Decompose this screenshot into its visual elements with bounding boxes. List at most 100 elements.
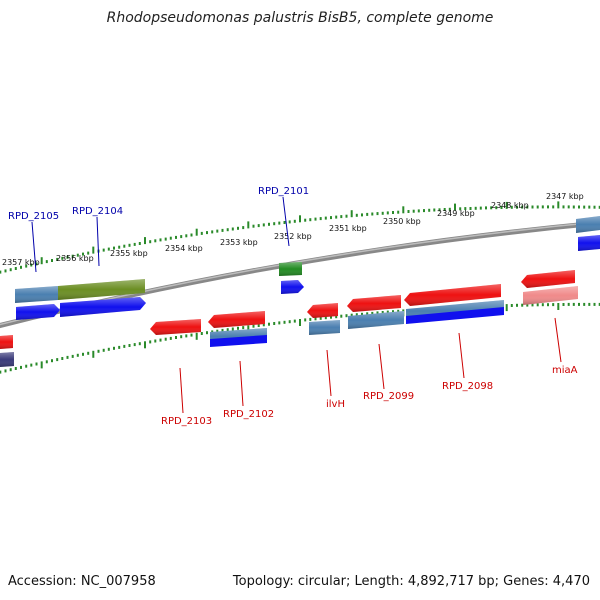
minor-tick (330, 216, 332, 220)
label-rpd-2098[interactable]: RPD_2098 (442, 381, 493, 392)
minor-tick (510, 205, 513, 209)
minor-tick (87, 351, 90, 355)
major-tick (40, 361, 43, 369)
minor-tick (107, 247, 110, 251)
label-rpd-2104[interactable]: RPD_2104 (72, 206, 123, 217)
shading (58, 279, 145, 300)
shading (404, 284, 501, 306)
minor-tick (128, 243, 131, 247)
label-rpd-2105[interactable]: RPD_2105 (8, 211, 59, 222)
minor-tick (180, 335, 183, 339)
gene-rpd-2098-strand[interactable] (406, 307, 504, 324)
tick-label-2354: 2354 kbp (165, 244, 203, 253)
major-tick (144, 341, 146, 349)
minor-tick (20, 365, 22, 369)
tick-label-2347: 2347 kbp (546, 192, 584, 201)
minor-tick (231, 227, 234, 231)
minor-tick (0, 270, 2, 274)
minor-tick (526, 303, 529, 307)
minor-tick (541, 303, 544, 307)
minor-tick (107, 347, 110, 351)
shading (521, 270, 575, 288)
minor-tick (567, 302, 570, 306)
minor-tick (531, 303, 534, 307)
minor-tick (386, 211, 389, 215)
minor-tick (221, 328, 224, 332)
minor-tick (578, 302, 580, 306)
shading (347, 295, 401, 312)
page-title: Rhodopseudomonas palustris BisB5, comple… (106, 10, 494, 26)
label-ilvh[interactable]: ilvH (326, 399, 345, 410)
minor-tick (123, 244, 126, 248)
minor-tick (448, 207, 451, 211)
tick-row-outer (0, 201, 600, 274)
label-rpd-2099[interactable]: RPD_2099 (363, 391, 414, 402)
major-tick (144, 237, 146, 245)
major-tick (402, 206, 405, 214)
minor-tick (35, 362, 38, 366)
minor-tick (76, 253, 79, 257)
minor-tick (304, 218, 307, 222)
minor-tick (252, 224, 255, 228)
major-tick (557, 303, 560, 310)
leader-rpd-2104 (96, 216, 100, 267)
minor-tick (190, 233, 193, 237)
label-rpd-2101[interactable]: RPD_2101 (258, 186, 309, 197)
minor-tick (9, 368, 12, 372)
minor-tick (578, 205, 580, 209)
shading (0, 352, 14, 367)
minor-tick (66, 255, 69, 259)
minor-tick (118, 245, 121, 249)
feature-track-reverse (0, 270, 578, 367)
label-miaa[interactable]: miaA (552, 365, 578, 376)
minor-tick (304, 318, 307, 322)
minor-tick (113, 246, 115, 250)
minor-tick (562, 205, 565, 209)
minor-tick (345, 314, 348, 318)
leader-rpd-2098 (458, 332, 465, 379)
minor-tick (407, 210, 410, 213)
minor-tick (392, 310, 394, 314)
shading (523, 286, 578, 305)
minor-tick (438, 208, 441, 212)
minor-tick (76, 353, 79, 357)
major-tick (454, 203, 456, 211)
minor-tick (516, 303, 518, 307)
minor-tick (56, 257, 59, 261)
minor-tick (495, 206, 498, 210)
minor-tick (206, 331, 208, 335)
minor-tick (133, 343, 136, 347)
minor-tick (226, 328, 229, 332)
minor-tick (268, 322, 270, 326)
minor-tick (412, 209, 415, 213)
minor-tick (319, 217, 322, 221)
minor-tick (20, 265, 22, 269)
minor-tick (588, 302, 591, 306)
label-rpd-2103[interactable]: RPD_2103 (161, 416, 212, 427)
minor-tick (593, 205, 596, 209)
minor-tick (14, 267, 17, 270)
minor-tick (572, 205, 575, 209)
minor-tick (588, 205, 591, 209)
minor-tick (376, 311, 379, 315)
tick-label-2351: 2351 kbp (329, 224, 367, 233)
minor-tick (324, 316, 327, 320)
minor-tick (288, 320, 291, 324)
minor-tick (345, 214, 348, 218)
minor-tick (335, 215, 338, 219)
minor-tick (521, 205, 524, 209)
minor-tick (4, 269, 7, 273)
label-rpd-2102[interactable]: RPD_2102 (223, 409, 274, 420)
minor-tick (216, 329, 219, 333)
minor-tick (45, 260, 48, 264)
minor-tick (330, 315, 332, 319)
minor-tick (324, 216, 327, 220)
gene-rpd-2102-strand[interactable] (210, 335, 267, 347)
shading (60, 297, 146, 317)
minor-tick (200, 332, 203, 335)
minor-tick (237, 226, 239, 230)
minor-tick (485, 206, 487, 210)
shading (16, 304, 60, 320)
shading (309, 320, 340, 335)
